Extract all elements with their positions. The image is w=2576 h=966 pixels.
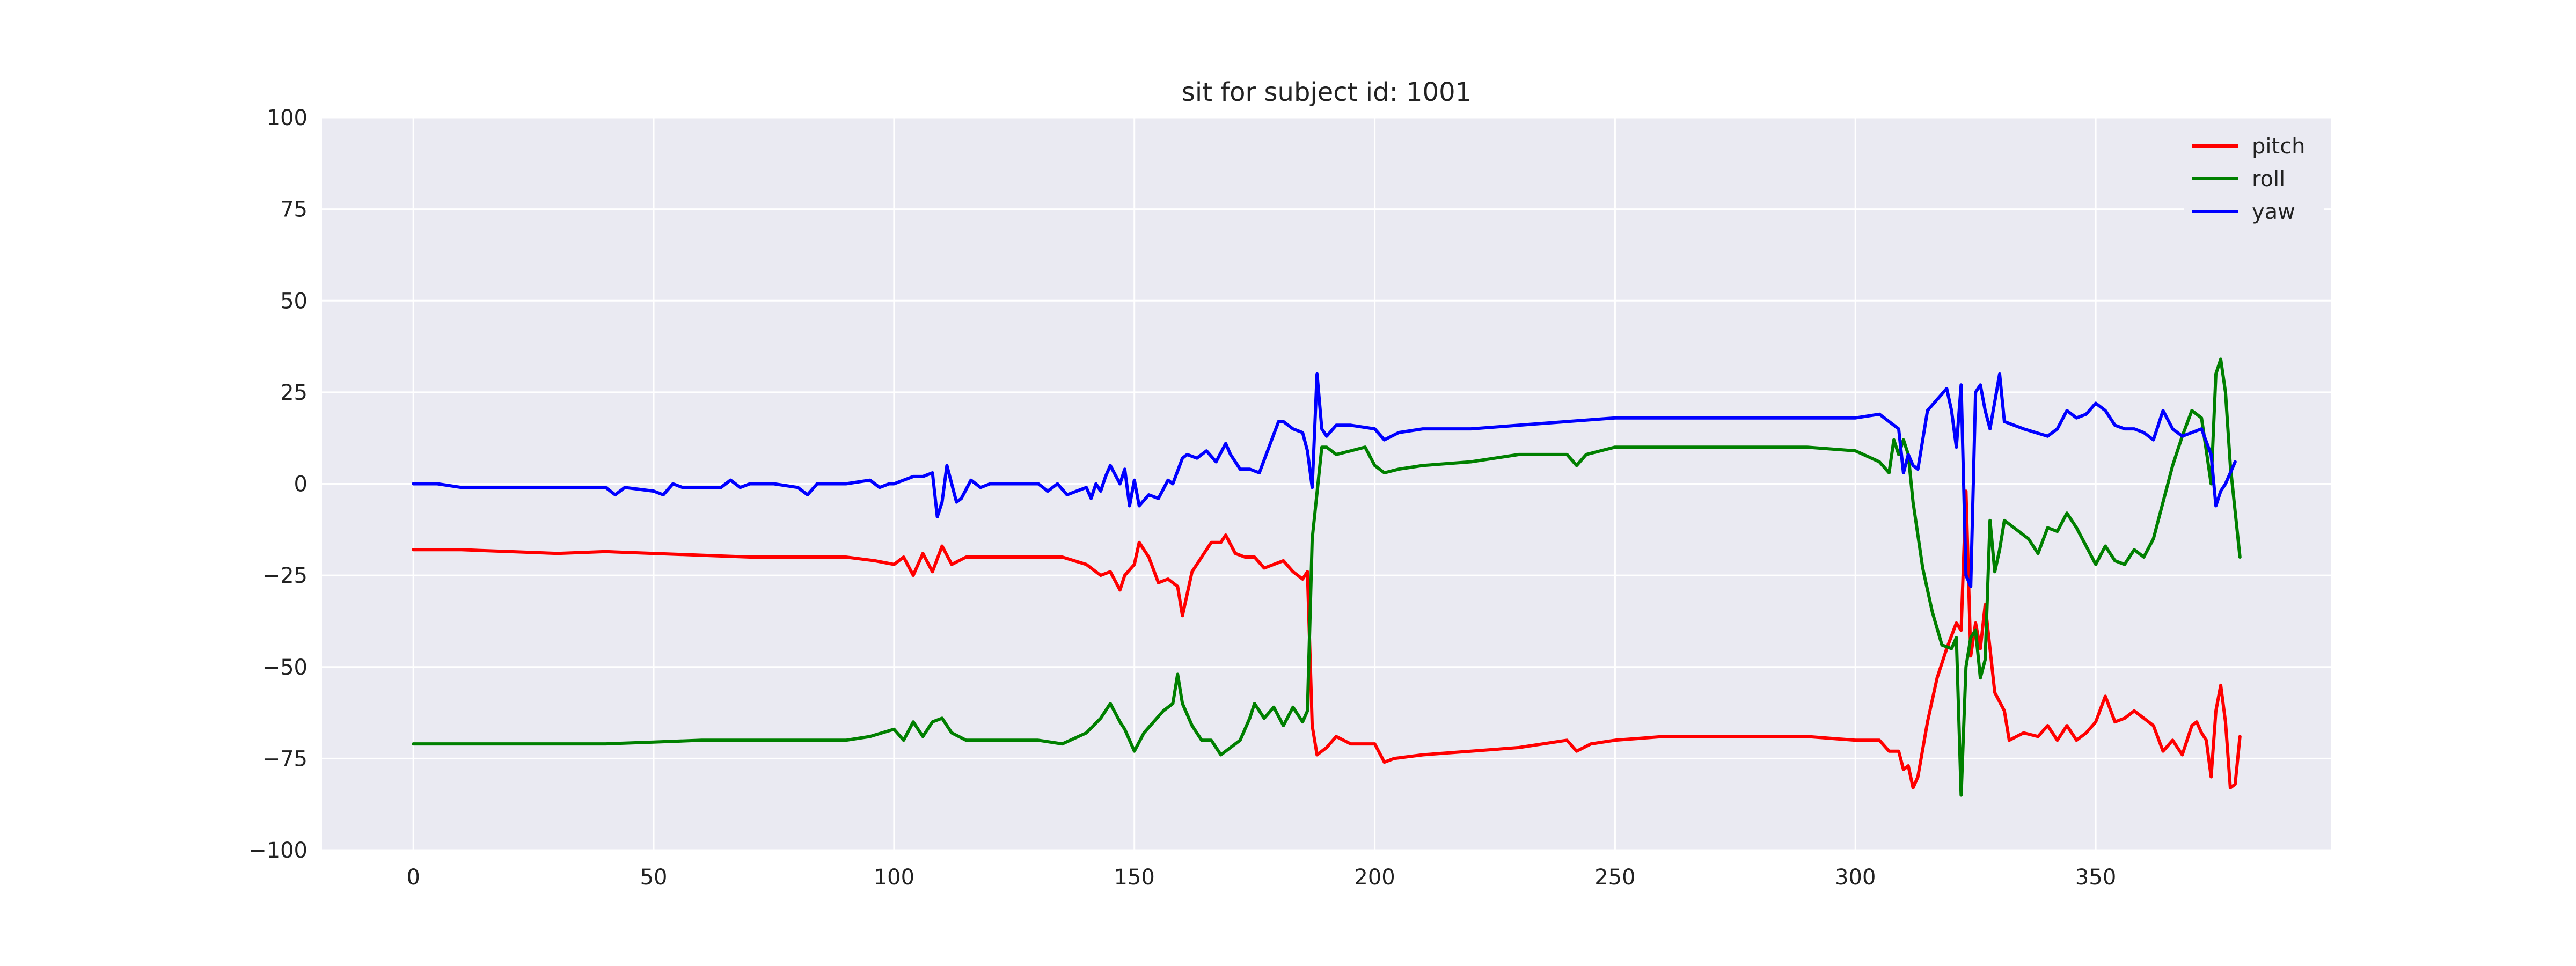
x-tick-label: 300 bbox=[1835, 865, 1876, 890]
y-tick-label: 0 bbox=[294, 472, 308, 497]
x-tick-label: 150 bbox=[1114, 865, 1155, 890]
y-tick-label: −100 bbox=[248, 838, 308, 863]
grid-lines bbox=[322, 116, 2331, 851]
series-line-roll bbox=[412, 357, 2242, 797]
axis-ticks: 0 50 100 150 200 250 300 3501007550250−25−50−75… bbox=[248, 106, 2116, 890]
y-tick-label: 25 bbox=[280, 380, 308, 405]
y-tick-label: 75 bbox=[280, 197, 308, 222]
y-tick-label: −25 bbox=[262, 564, 308, 588]
x-tick-label: 50 bbox=[640, 865, 668, 890]
y-tick-label: −75 bbox=[262, 747, 308, 771]
y-tick-label: 50 bbox=[280, 289, 308, 313]
x-tick-label: 0 bbox=[406, 865, 420, 890]
legend-label-yaw: yaw bbox=[2252, 200, 2295, 224]
series-lines bbox=[412, 357, 2242, 797]
x-tick-label: 250 bbox=[1594, 865, 1635, 890]
x-tick-label: 350 bbox=[2075, 865, 2116, 890]
legend: pitch roll yaw bbox=[2184, 127, 2324, 229]
y-tick-label: 100 bbox=[267, 106, 308, 130]
x-tick-label: 200 bbox=[1354, 865, 1395, 890]
y-tick-label: −50 bbox=[262, 655, 308, 680]
x-tick-label: 100 bbox=[874, 865, 914, 890]
legend-label-roll: roll bbox=[2252, 167, 2285, 192]
series-line-pitch bbox=[412, 489, 2242, 789]
legend-label-pitch: pitch bbox=[2252, 134, 2306, 159]
series-line-yaw bbox=[412, 372, 2237, 588]
chart-title: sit for subject id: 1001 bbox=[1182, 77, 1472, 107]
